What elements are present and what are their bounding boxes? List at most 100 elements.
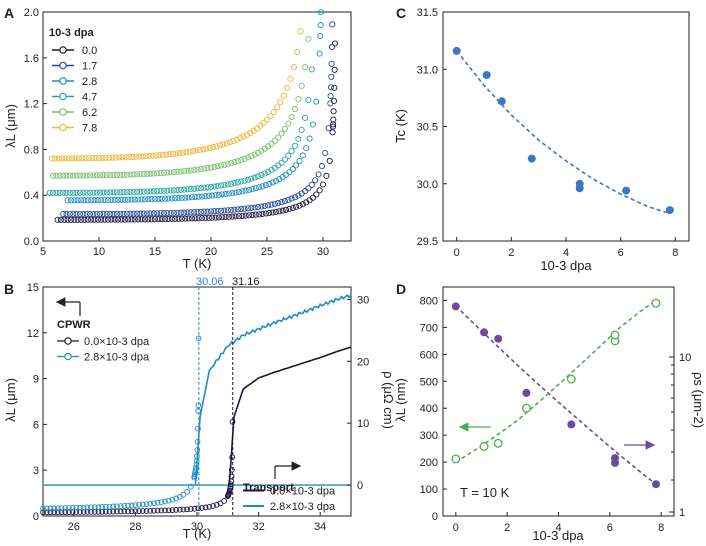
data-point xyxy=(267,113,274,120)
y-tick-label-right: 10 xyxy=(357,418,369,430)
data-point xyxy=(134,171,141,178)
data-point xyxy=(213,143,220,150)
data-point xyxy=(120,171,127,178)
data-point xyxy=(103,172,110,179)
data-point xyxy=(207,164,215,171)
y-tick-label-left: 500 xyxy=(420,376,438,388)
data-point xyxy=(100,189,107,196)
data-point xyxy=(103,189,110,196)
data-point xyxy=(330,121,337,128)
data-point xyxy=(187,209,194,216)
data-point xyxy=(223,140,230,147)
data-point xyxy=(281,198,288,205)
data-point xyxy=(201,208,208,215)
panel-b-xlabel: T (K) xyxy=(183,526,212,541)
data-point xyxy=(269,179,276,186)
data-point xyxy=(69,505,76,511)
data-point xyxy=(117,171,124,178)
data-point xyxy=(58,505,65,511)
data-point xyxy=(102,503,109,510)
data-point xyxy=(78,216,85,223)
data-point xyxy=(80,504,87,511)
data-point xyxy=(248,153,255,160)
data-point xyxy=(66,210,73,218)
data-point xyxy=(66,505,72,511)
data-point xyxy=(60,189,67,196)
data-point xyxy=(254,149,262,156)
y-tick-label: 29.5 xyxy=(417,236,438,248)
y-tick-label-left: 700 xyxy=(420,322,438,334)
data-point xyxy=(136,508,142,514)
data-point xyxy=(137,188,144,195)
data-point xyxy=(210,503,216,509)
data-point xyxy=(197,166,204,173)
data-point xyxy=(269,209,276,216)
data-point xyxy=(331,66,338,73)
data-point xyxy=(268,201,275,208)
data-point xyxy=(83,189,90,196)
data-point xyxy=(136,501,142,508)
data-point xyxy=(228,160,235,167)
data-point xyxy=(241,155,248,162)
y-tick-label-right: 0 xyxy=(357,480,363,492)
data-point xyxy=(86,210,94,218)
data-point xyxy=(265,168,272,175)
data-point xyxy=(139,508,146,514)
legend-marker xyxy=(59,108,67,116)
data-point xyxy=(170,209,178,216)
x-tick-label: 32 xyxy=(252,521,264,533)
data-point xyxy=(62,155,69,162)
data-point xyxy=(221,207,228,214)
y-tick-label-right: 20 xyxy=(357,356,369,368)
data-point xyxy=(252,185,259,192)
rho-s-point xyxy=(521,403,531,413)
legend-label: 0.0×10-3 dpa xyxy=(84,336,150,348)
cpwr-series-0 xyxy=(40,418,236,516)
data-point xyxy=(239,212,246,219)
data-point xyxy=(186,148,193,155)
data-point xyxy=(279,207,286,214)
data-point xyxy=(66,189,73,196)
data-point xyxy=(254,203,262,211)
legend-marker xyxy=(59,46,67,54)
data-point xyxy=(298,82,305,89)
data-point xyxy=(183,149,190,156)
data-point xyxy=(203,145,210,152)
panel-letter-d: D xyxy=(396,281,406,297)
data-point xyxy=(271,137,278,144)
data-point xyxy=(278,159,285,166)
data-point xyxy=(224,160,231,168)
data-point xyxy=(117,508,124,515)
data-point xyxy=(94,197,101,204)
data-point xyxy=(293,203,300,210)
data-point xyxy=(224,207,231,214)
data-point xyxy=(69,509,76,515)
data-point xyxy=(54,216,61,223)
data-point xyxy=(248,175,255,182)
data-point xyxy=(80,189,87,196)
data-point xyxy=(167,209,174,217)
data-point xyxy=(65,155,72,162)
data-point xyxy=(84,197,91,204)
data-point xyxy=(84,216,91,223)
data-point xyxy=(145,196,152,203)
data-point xyxy=(113,171,120,178)
data-point xyxy=(194,453,200,460)
data-point xyxy=(77,504,83,511)
data-point xyxy=(72,155,79,162)
data-point xyxy=(117,210,124,217)
data-point xyxy=(155,216,162,223)
lambda-point xyxy=(480,328,489,337)
data-point xyxy=(266,209,273,217)
data-point xyxy=(295,192,302,199)
data-point xyxy=(258,171,265,179)
data-point xyxy=(195,215,202,222)
data-point xyxy=(123,189,131,196)
data-point xyxy=(274,104,281,111)
data-point xyxy=(130,210,137,217)
x-tick-label: 0 xyxy=(453,522,459,534)
x-tick-label: 8 xyxy=(672,247,678,259)
data-point xyxy=(132,153,140,160)
data-point xyxy=(146,152,153,159)
data-point xyxy=(158,499,165,505)
